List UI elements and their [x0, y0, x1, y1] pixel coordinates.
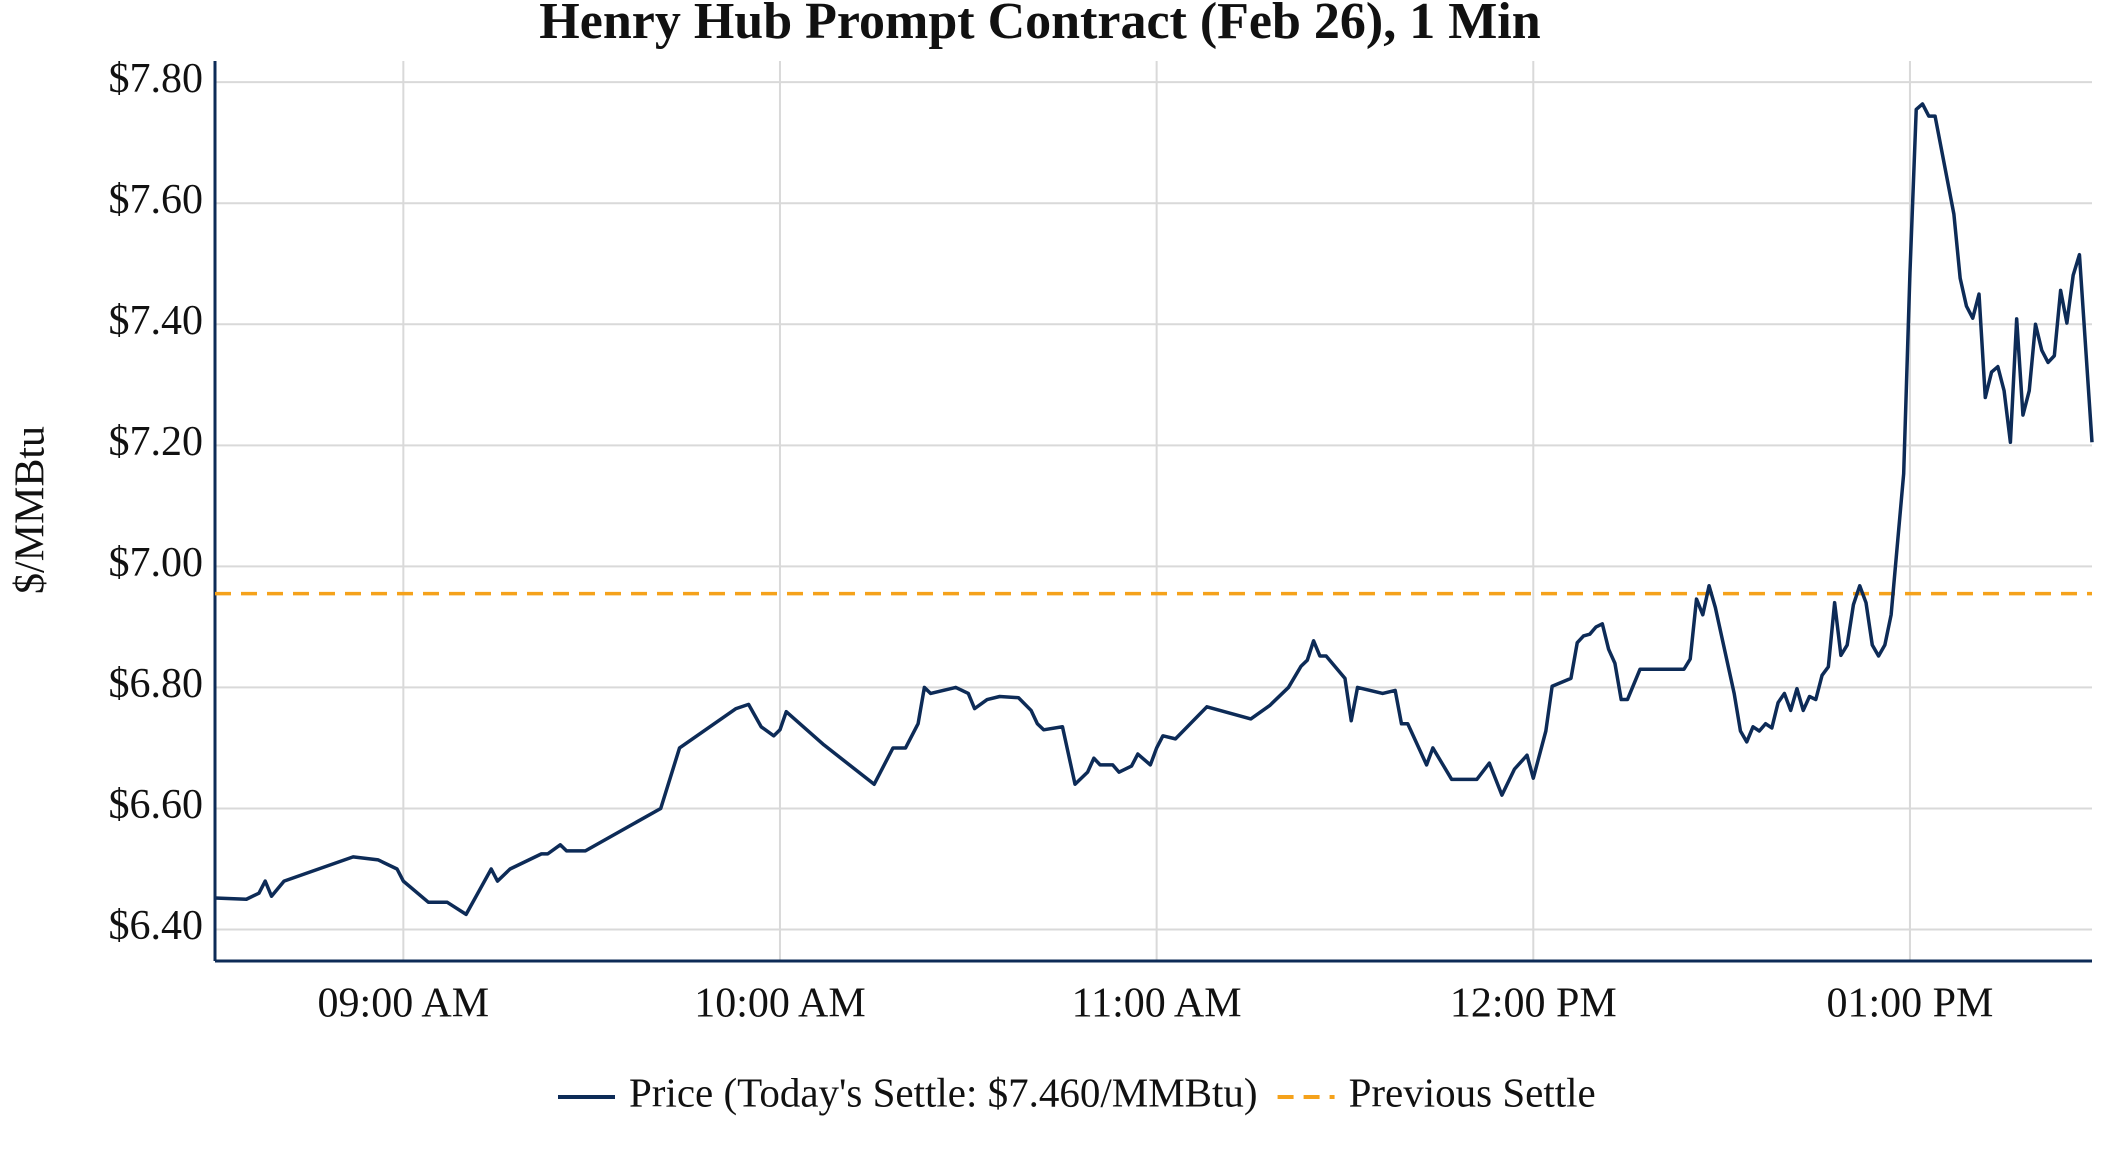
y-tick-label: $7.60: [109, 177, 204, 223]
x-tick-label: 11:00 AM: [1072, 981, 1242, 1027]
price-line: [214, 102, 2094, 917]
y-axis-label: $/MMBtu: [8, 426, 54, 594]
y-tick-label: $7.00: [109, 540, 204, 586]
y-tick-label: $7.80: [109, 56, 204, 102]
legend-label: Previous Settle: [1349, 1069, 1596, 1115]
chart-title: Henry Hub Prompt Contract (Feb 26), 1 Mi…: [539, 0, 1540, 50]
y-tick-label: $7.20: [109, 419, 204, 465]
y-tick-label: $6.40: [109, 903, 204, 949]
x-tick-label: 10:00 AM: [694, 981, 866, 1027]
x-tick-label: 12:00 PM: [1450, 981, 1617, 1027]
x-tick-label: 09:00 AM: [318, 981, 490, 1027]
x-tick-label: 01:00 PM: [1827, 981, 1994, 1027]
y-tick-label: $6.60: [109, 782, 204, 828]
y-tick-label: $6.80: [109, 661, 204, 707]
legend-label: Price (Today's Settle: $7.460/MMBtu): [629, 1069, 1258, 1115]
y-tick-label: $7.40: [109, 298, 204, 344]
